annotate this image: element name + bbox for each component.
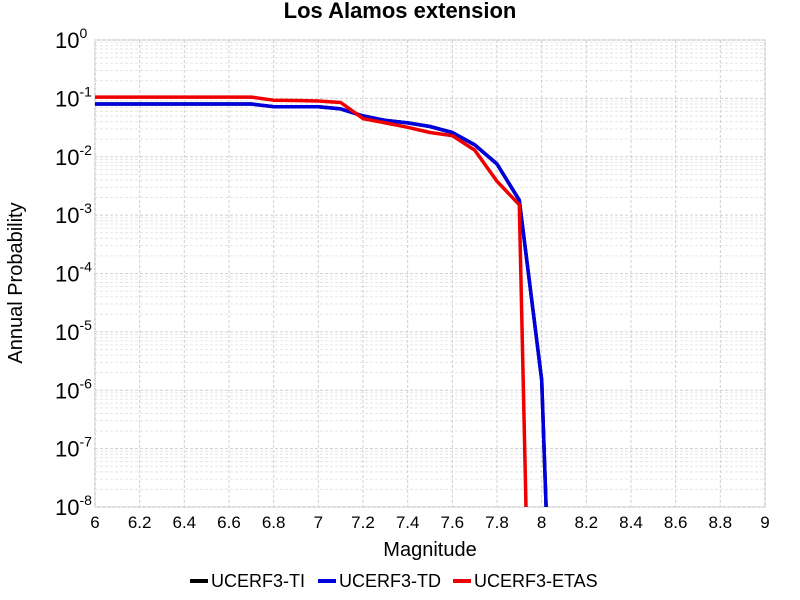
x-tick-label: 7.8 xyxy=(485,513,509,532)
legend: UCERF3-TI UCERF3-TD UCERF3-ETAS xyxy=(190,571,598,591)
x-tick-label: 7.4 xyxy=(396,513,420,532)
minor-gridlines xyxy=(95,42,765,490)
y-tick-label: 10-4 xyxy=(55,259,92,287)
series-line xyxy=(95,95,528,508)
x-tick-label: 7.2 xyxy=(351,513,375,532)
y-tick-label: 10-1 xyxy=(55,83,92,111)
major-gridlines xyxy=(94,39,766,508)
legend-label: UCERF3-TI xyxy=(211,571,305,591)
x-tick-label: 9 xyxy=(760,513,769,532)
legend-label: UCERF3-TD xyxy=(339,571,441,591)
y-tick-label: 10-6 xyxy=(55,375,92,403)
series-lines xyxy=(95,95,548,508)
y-tick-labels: 100 10-1 10-2 10-3 10-4 10-5 10-6 10-7 10-8 xyxy=(55,25,92,520)
x-tick-label: 8 xyxy=(537,513,546,532)
y-tick-label: 10-5 xyxy=(55,317,92,345)
x-tick-label: 7 xyxy=(314,513,323,532)
y-tick-label: 10-3 xyxy=(55,200,92,228)
y-tick-label: 10-2 xyxy=(55,142,92,170)
x-tick-label: 8.2 xyxy=(575,513,599,532)
x-tick-label: 6.4 xyxy=(173,513,197,532)
y-tick-label: 10-7 xyxy=(55,434,92,462)
y-axis-label: Annual Probability xyxy=(5,202,27,363)
x-tick-label: 6.6 xyxy=(217,513,241,532)
x-tick-label: 8.4 xyxy=(619,513,643,532)
x-tick-label: 8.6 xyxy=(664,513,688,532)
series-line xyxy=(95,102,548,508)
x-tick-label: 7.6 xyxy=(441,513,465,532)
x-tick-label: 6.2 xyxy=(128,513,152,532)
y-tick-label: 10-8 xyxy=(55,492,92,520)
x-tick-labels: 6 6.2 6.4 6.6 6.8 7 7.2 7.4 7.6 7.8 8 8.2 8.4 8.6 8.8 9 xyxy=(90,513,769,532)
y-tick-label: 100 xyxy=(55,25,87,53)
x-tick-label: 6.8 xyxy=(262,513,286,532)
x-tick-label: 8.8 xyxy=(709,513,733,532)
chart-title: Los Alamos extension xyxy=(284,0,517,23)
x-axis-label: Magnitude xyxy=(383,539,476,561)
x-tick-label: 6 xyxy=(90,513,99,532)
legend-label: UCERF3-ETAS xyxy=(474,571,598,591)
